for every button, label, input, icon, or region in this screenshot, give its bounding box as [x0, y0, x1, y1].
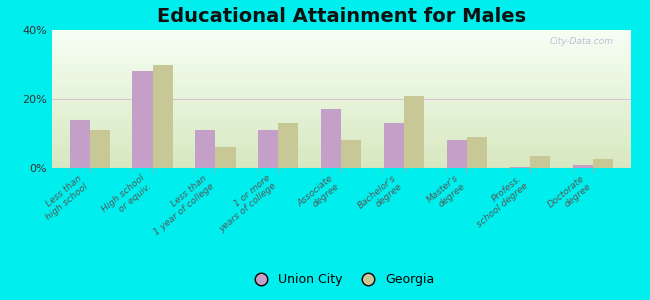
Title: Educational Attainment for Males: Educational Attainment for Males — [157, 7, 526, 26]
Bar — [510, 167, 530, 168]
Bar — [384, 123, 404, 168]
Bar — [341, 140, 361, 168]
Bar — [593, 159, 613, 168]
Bar — [258, 130, 278, 168]
Text: City-Data.com: City-Data.com — [549, 37, 613, 46]
Bar — [404, 95, 424, 168]
Bar — [216, 147, 235, 168]
Bar — [321, 109, 341, 168]
Bar — [467, 137, 487, 168]
Bar — [573, 164, 593, 168]
Bar — [153, 64, 173, 168]
Bar — [133, 71, 153, 168]
Bar — [530, 156, 550, 168]
Bar — [196, 130, 216, 168]
Bar — [90, 130, 110, 168]
Bar — [447, 140, 467, 168]
Bar — [278, 123, 298, 168]
Legend: Union City, Georgia: Union City, Georgia — [243, 268, 439, 291]
Bar — [70, 120, 90, 168]
